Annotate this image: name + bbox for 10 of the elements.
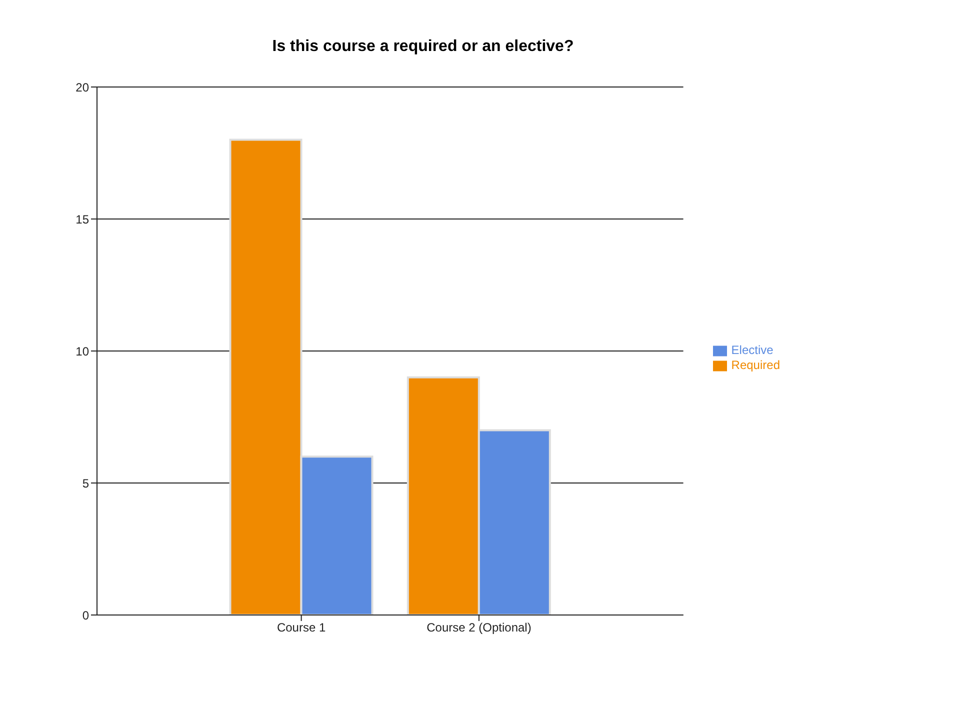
y-tick-label: 0 bbox=[82, 608, 90, 622]
y-tick-label: 5 bbox=[82, 476, 90, 490]
y-tick-label: 15 bbox=[76, 212, 90, 226]
x-tick-label: Course 1 bbox=[276, 620, 326, 635]
y-tick-label: 20 bbox=[76, 80, 90, 94]
legend-label: Required bbox=[731, 358, 780, 372]
chart-title: Is this course a required or an elective? bbox=[271, 38, 575, 56]
y-tick-label: 10 bbox=[76, 344, 90, 358]
legend-label: Elective bbox=[731, 343, 774, 358]
x-tick-label: Course 2 (Optional) bbox=[426, 620, 532, 635]
